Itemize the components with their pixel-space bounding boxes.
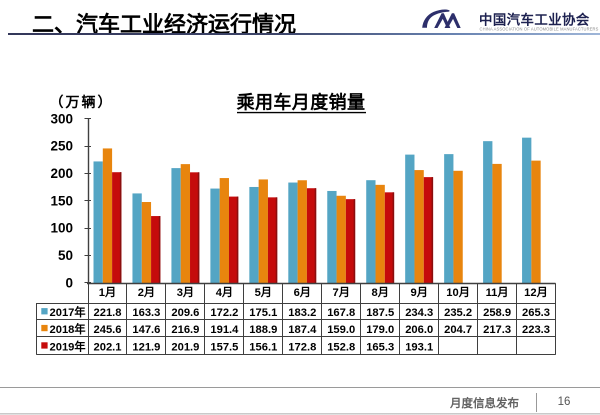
svg-text:9月: 9月 [410, 286, 427, 299]
svg-text:150: 150 [50, 193, 73, 208]
svg-text:167.8: 167.8 [327, 307, 355, 319]
svg-text:100: 100 [50, 221, 73, 236]
svg-text:147.6: 147.6 [132, 324, 160, 336]
svg-text:188.9: 188.9 [249, 324, 277, 336]
svg-text:2月: 2月 [138, 286, 155, 299]
svg-text:6月: 6月 [294, 286, 311, 299]
svg-text:165.3: 165.3 [366, 342, 394, 354]
svg-text:156.1: 156.1 [249, 342, 277, 354]
svg-text:245.6: 245.6 [94, 324, 122, 336]
svg-text:179.0: 179.0 [366, 324, 394, 336]
svg-text:121.9: 121.9 [132, 342, 160, 354]
svg-text:5月: 5月 [255, 286, 272, 299]
svg-text:183.2: 183.2 [288, 307, 316, 319]
svg-text:157.5: 157.5 [210, 342, 238, 354]
svg-text:0: 0 [65, 275, 73, 290]
svg-text:8月: 8月 [371, 286, 388, 299]
svg-text:乘用车月度销量: 乘用车月度销量 [236, 92, 366, 113]
svg-text:300: 300 [50, 111, 73, 126]
svg-text:221.8: 221.8 [94, 307, 122, 319]
svg-text:3月: 3月 [177, 286, 194, 299]
svg-text:209.6: 209.6 [171, 307, 199, 319]
svg-text:202.1: 202.1 [94, 342, 122, 354]
svg-text:201.9: 201.9 [171, 342, 199, 354]
svg-text:187.5: 187.5 [366, 307, 394, 319]
svg-text:172.2: 172.2 [210, 307, 238, 319]
svg-text:193.1: 193.1 [405, 342, 433, 354]
svg-text:258.9: 258.9 [483, 307, 511, 319]
svg-text:中国汽车工业协会: 中国汽车工业协会 [479, 12, 590, 28]
svg-text:152.8: 152.8 [327, 342, 355, 354]
svg-text:1月: 1月 [99, 286, 116, 299]
svg-text:7月: 7月 [332, 286, 349, 299]
svg-text:163.3: 163.3 [132, 307, 160, 319]
svg-text:206.0: 206.0 [405, 324, 433, 336]
svg-text:159.0: 159.0 [327, 324, 355, 336]
svg-text:265.3: 265.3 [522, 307, 550, 319]
svg-text:CHINA ASSOCIATION OF AUTOMO: CHINA ASSOCIATION OF AUTOMOBILE MANUFACT… [480, 27, 599, 32]
svg-text:12月: 12月 [524, 286, 548, 299]
svg-text:235.2: 235.2 [444, 307, 472, 319]
svg-text:2019年: 2019年 [50, 340, 86, 354]
svg-text:11月: 11月 [486, 286, 509, 299]
svg-text:2017年: 2017年 [50, 305, 86, 319]
svg-text:50: 50 [58, 248, 73, 263]
svg-text:223.3: 223.3 [522, 324, 550, 336]
svg-text:175.1: 175.1 [249, 307, 277, 319]
svg-text:10月: 10月 [446, 286, 470, 299]
svg-text:4月: 4月 [216, 286, 233, 299]
svg-text:234.3: 234.3 [405, 307, 433, 319]
svg-text:2018年: 2018年 [50, 322, 86, 336]
svg-text:187.4: 187.4 [288, 324, 317, 336]
svg-text:217.3: 217.3 [483, 324, 511, 336]
svg-text:204.7: 204.7 [444, 324, 472, 336]
svg-text:172.8: 172.8 [288, 342, 316, 354]
svg-text:191.4: 191.4 [210, 324, 239, 336]
svg-text:216.9: 216.9 [171, 324, 199, 336]
svg-text:（万辆）: （万辆） [50, 94, 114, 110]
svg-text:200: 200 [50, 166, 73, 181]
svg-text:250: 250 [50, 139, 73, 154]
